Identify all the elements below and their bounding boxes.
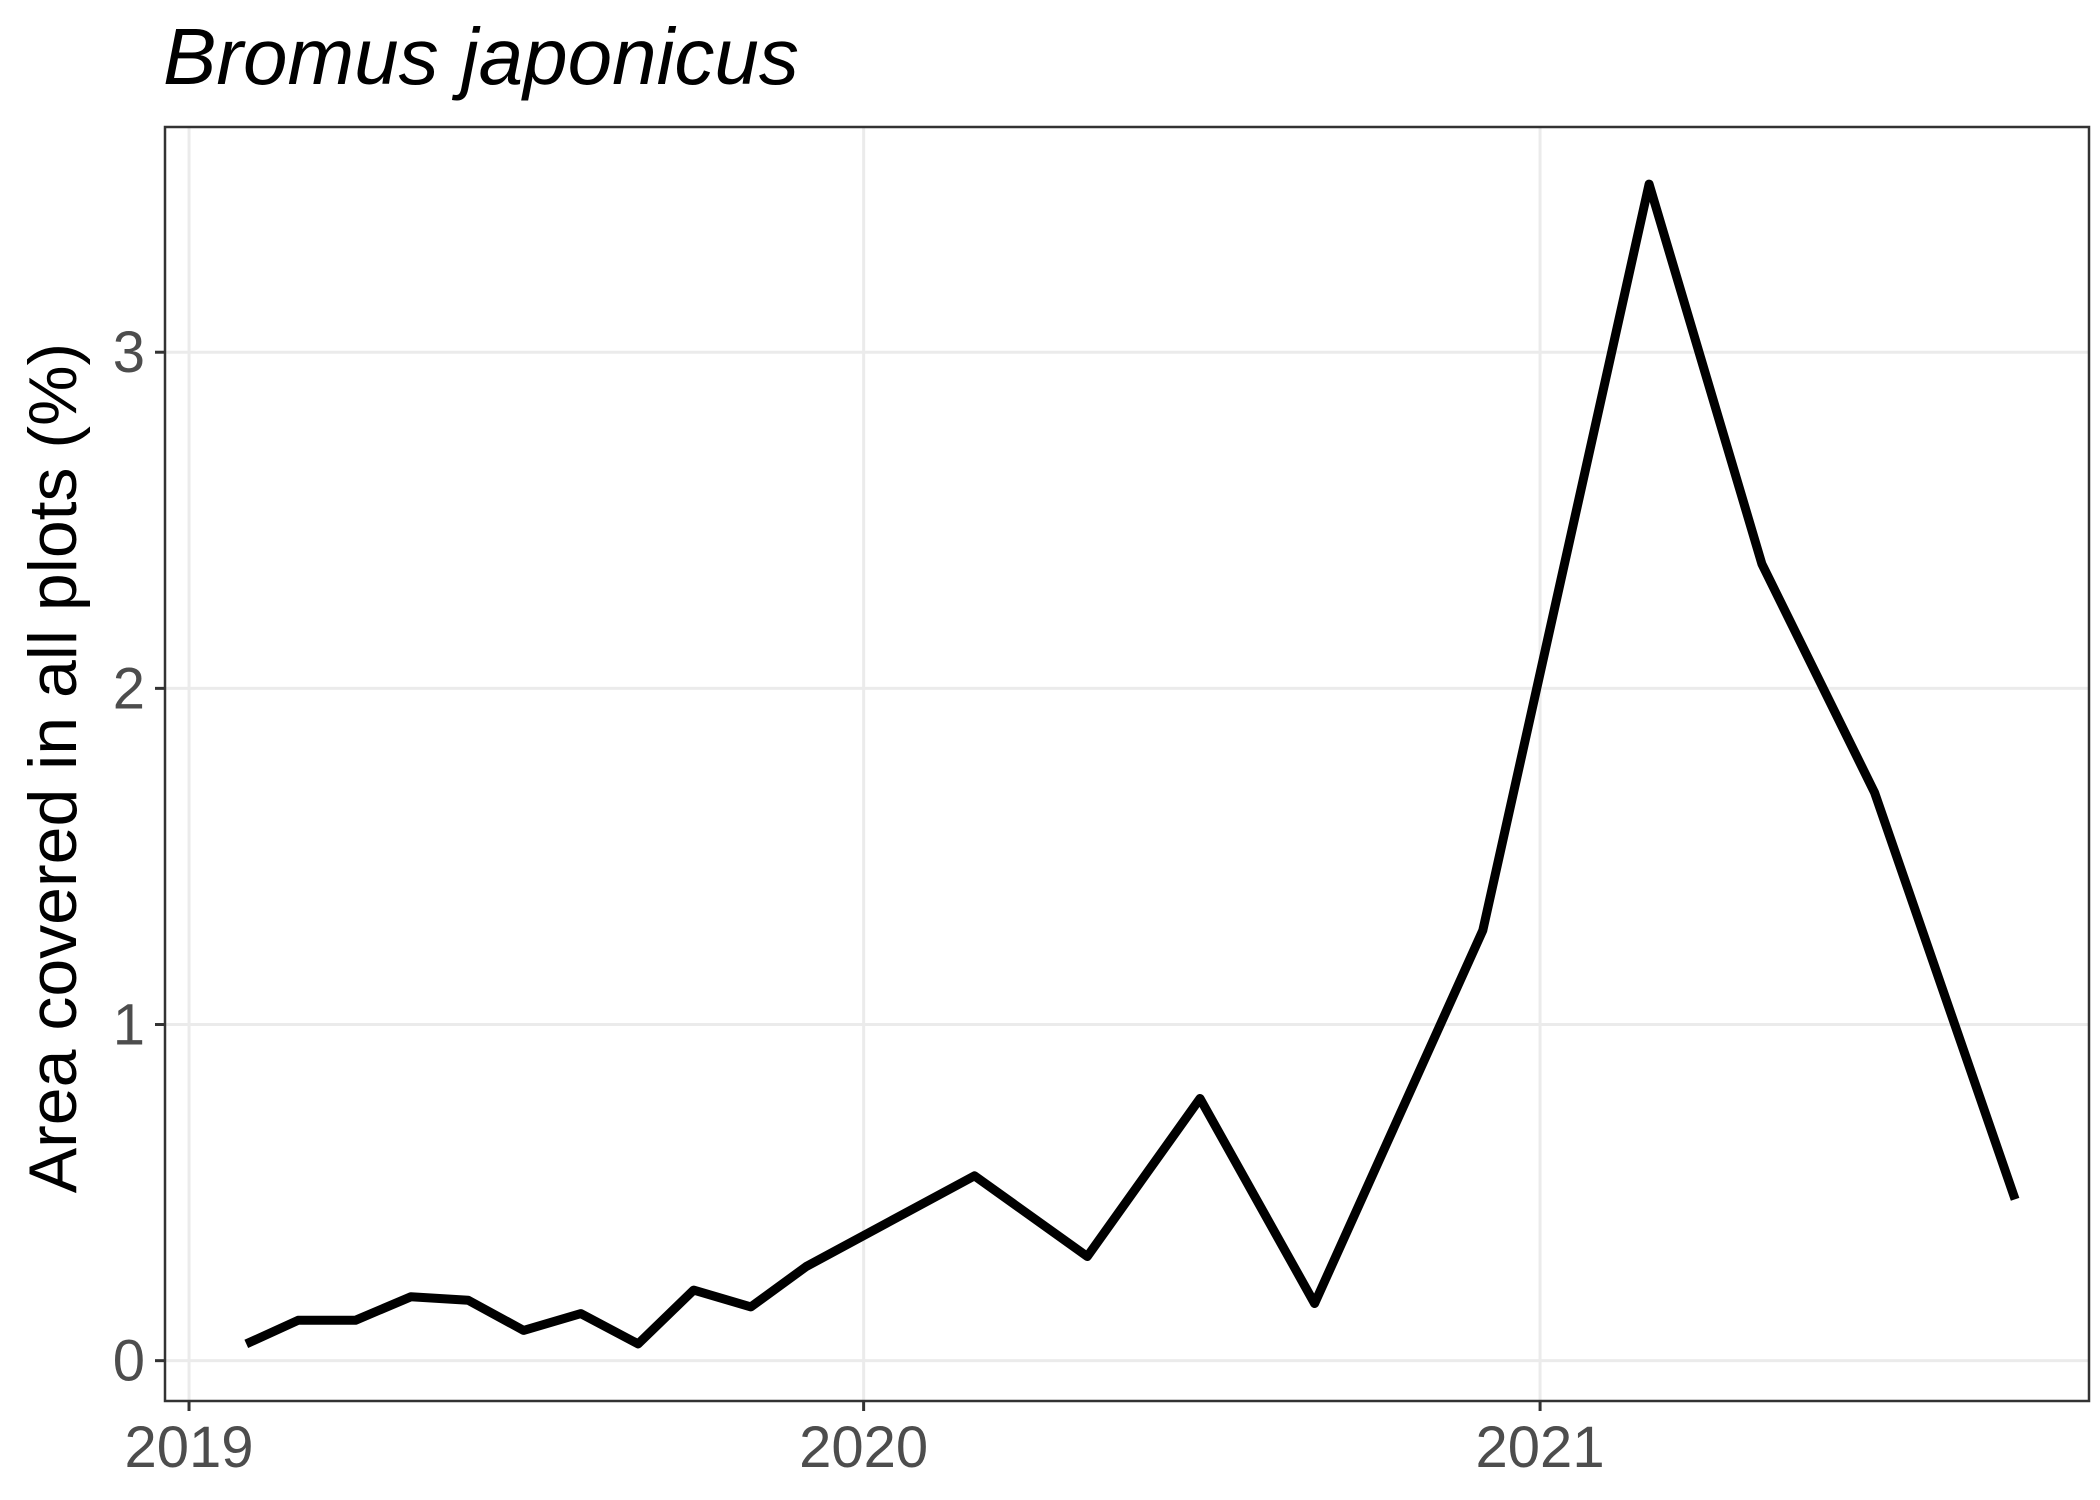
series-layer [244, 179, 2020, 1349]
series-line [244, 179, 2020, 1349]
y-tick-label: 0 [113, 1329, 145, 1394]
plot-panel [163, 125, 2091, 1403]
grid [165, 127, 2089, 1401]
y-tick-label: 1 [113, 993, 145, 1058]
x-tick-label: 2021 [1476, 1415, 1605, 1480]
chart-title: Bromus japonicus [163, 12, 799, 101]
x-tick-label: 2020 [799, 1415, 928, 1480]
y-axis-title: Area covered in all plots (%) [15, 343, 91, 1193]
y-tick-label: 3 [113, 320, 145, 385]
axes: 0 1 2 3 2019 2020 2021 [113, 320, 1605, 1480]
y-tick-label: 2 [113, 656, 145, 721]
x-tick-label: 2019 [125, 1415, 254, 1480]
